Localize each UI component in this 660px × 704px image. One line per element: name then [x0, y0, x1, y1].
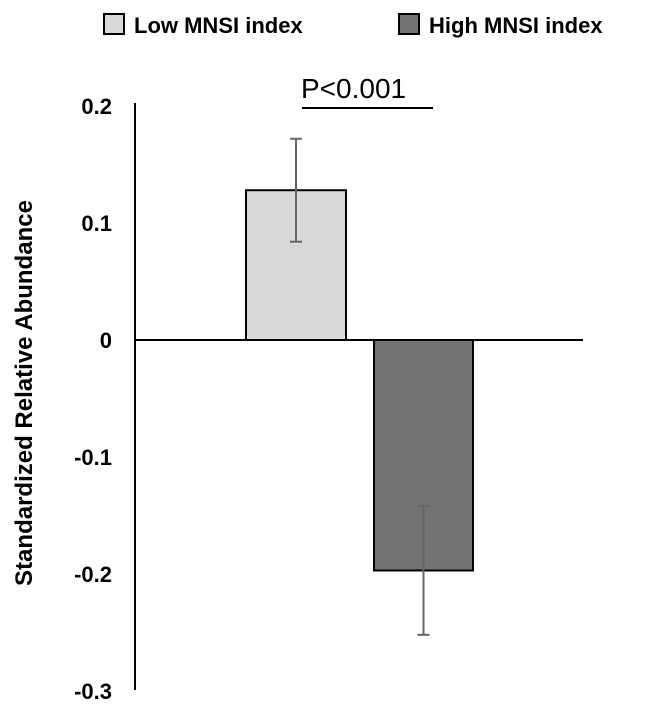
y-axis-title: Standardized Relative Abundance: [11, 200, 38, 586]
y-tick-label: -0.2: [74, 562, 112, 587]
legend-swatch-low: [103, 13, 125, 35]
legend-swatch-high: [398, 13, 420, 35]
y-tick-label: 0.2: [81, 94, 112, 119]
y-tick-label: -0.3: [74, 679, 112, 704]
legend-label-high: High MNSI index: [429, 13, 603, 38]
y-tick-label: 0: [100, 328, 112, 353]
y-tick-label: 0.1: [81, 211, 112, 236]
error-bar-high-mnsi: [417, 505, 430, 636]
error-bar-low-mnsi: [290, 137, 302, 243]
y-tick-label: -0.1: [74, 445, 112, 470]
y-tick-labels: 0.2 0.1 0 -0.1 -0.2 -0.3: [74, 94, 112, 704]
legend: Low MNSI index High MNSI index: [103, 13, 603, 38]
significance-label: P<0.001: [301, 73, 406, 104]
legend-label-low: Low MNSI index: [134, 13, 303, 38]
